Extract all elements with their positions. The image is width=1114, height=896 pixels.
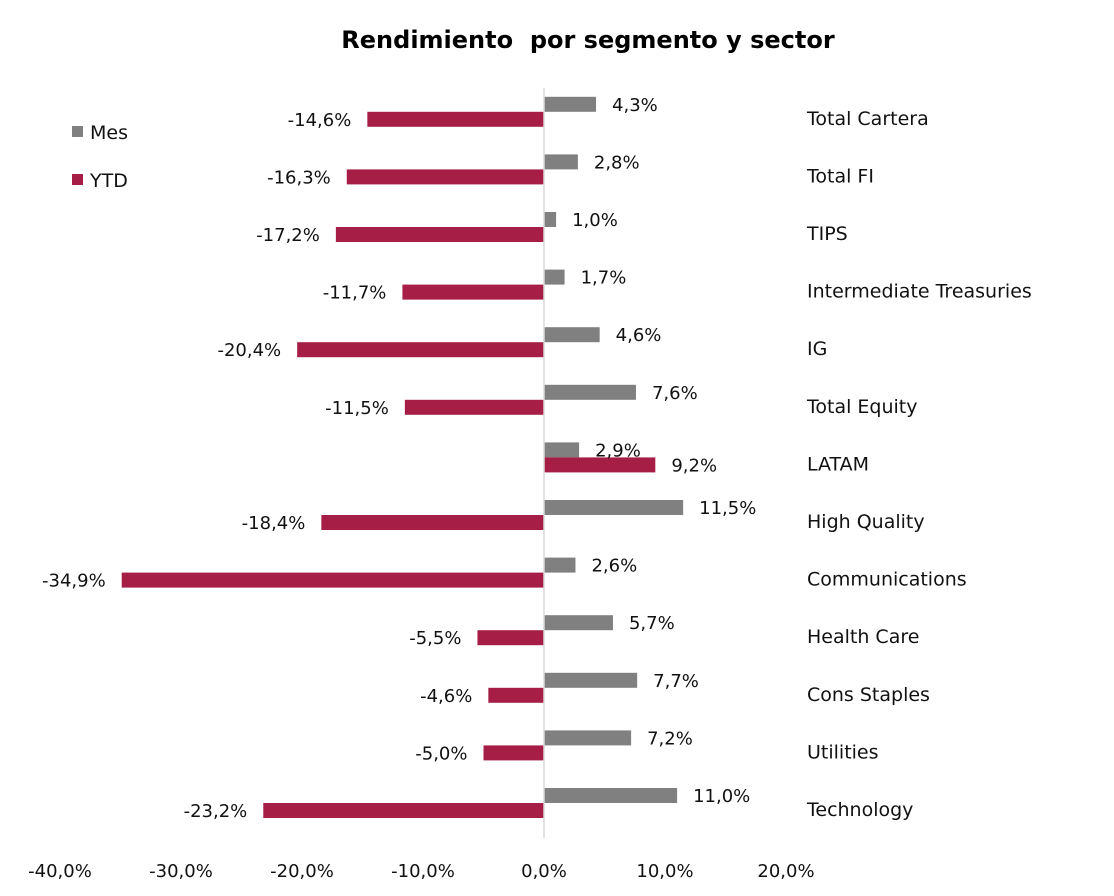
category-label: High Quality <box>807 511 925 533</box>
data-label-ytd: -16,3% <box>267 167 331 188</box>
data-label-mes: 2,9% <box>595 440 641 461</box>
bar-mes <box>544 500 684 515</box>
bar-ytd <box>483 745 544 761</box>
x-tick-label: 0,0% <box>521 861 567 882</box>
x-tick-label: -40,0% <box>28 861 92 882</box>
data-label-mes: 4,3% <box>612 95 658 116</box>
bar-ytd <box>404 399 544 415</box>
data-label-mes: 2,8% <box>594 152 640 173</box>
category-label: TIPS <box>806 223 848 245</box>
data-labels: 4,3% -14,6% 2,8% -16,3% 1,0% -17,2% 1,7% -11,7%… <box>42 95 756 822</box>
category-labels: Total Cartera Total FI TIPS Intermediate Tr… <box>806 108 1032 821</box>
bar-ytd <box>367 111 544 127</box>
data-label-mes: 1,7% <box>581 268 627 289</box>
data-label-mes: 2,6% <box>591 556 637 577</box>
category-label: Total Equity <box>806 396 918 418</box>
category-label: LATAM <box>807 453 869 475</box>
category-label: Total Cartera <box>806 108 929 130</box>
x-tick-label: -30,0% <box>149 861 213 882</box>
bar-ytd <box>544 457 656 473</box>
data-label-mes: 7,2% <box>647 728 693 749</box>
data-label-ytd: -5,0% <box>415 743 467 764</box>
data-label-ytd: -18,4% <box>242 513 306 534</box>
x-tick-label: 10,0% <box>636 861 693 882</box>
x-axis-ticks: -40,0% -30,0% -20,0% -10,0% 0,0% 10,0% 20,0% <box>28 861 814 882</box>
legend-swatch <box>72 174 83 185</box>
bar-ytd <box>321 515 544 530</box>
bar-mes <box>544 269 565 285</box>
category-label: Health Care <box>807 626 919 648</box>
bar-ytd <box>121 572 545 588</box>
bar-ytd <box>335 227 544 242</box>
bar-mes <box>544 557 576 573</box>
data-label-ytd: -17,2% <box>256 225 320 246</box>
legend-label: YTD <box>89 170 128 192</box>
x-tick-label: -20,0% <box>270 861 334 882</box>
data-label-mes: 4,6% <box>616 325 662 346</box>
data-label-ytd: -14,6% <box>288 110 352 131</box>
bars <box>121 96 684 818</box>
bar-ytd <box>346 169 544 185</box>
data-label-ytd: -5,5% <box>409 628 461 649</box>
x-tick-label: 20,0% <box>757 861 814 882</box>
bar-mes <box>544 788 678 803</box>
data-label-ytd: -11,5% <box>325 398 389 419</box>
chart-title: Rendimiento por segmento y sector <box>341 26 835 54</box>
bar-ytd <box>477 630 544 646</box>
data-label-mes: 11,5% <box>699 498 756 519</box>
bar-ytd <box>297 342 544 358</box>
data-label-ytd: -20,4% <box>217 340 281 361</box>
data-label-ytd: -23,2% <box>184 801 248 822</box>
bar-mes <box>544 384 636 400</box>
legend-label: Mes <box>90 122 128 144</box>
bar-mes <box>544 154 578 170</box>
category-label: IG <box>807 338 827 360</box>
bar-mes <box>544 212 557 227</box>
bar-mes <box>544 730 632 746</box>
bar-mes <box>544 327 600 343</box>
data-label-ytd: -4,6% <box>420 686 472 707</box>
category-label: Utilities <box>807 741 879 763</box>
bar-mes <box>544 615 613 631</box>
data-label-ytd: -11,7% <box>323 283 387 304</box>
category-label: Communications <box>807 569 967 591</box>
legend: Mes YTD <box>72 122 128 192</box>
category-label: Cons Staples <box>807 684 930 706</box>
data-label-ytd: 9,2% <box>671 455 717 476</box>
data-label-mes: 7,6% <box>652 383 698 404</box>
bar-mes <box>544 442 580 458</box>
category-label: Technology <box>806 799 913 821</box>
bar-ytd <box>263 803 544 818</box>
category-label: Intermediate Treasuries <box>807 281 1032 303</box>
bar-mes <box>544 96 597 112</box>
data-label-ytd: -34,9% <box>42 571 106 592</box>
data-label-mes: 1,0% <box>572 210 618 231</box>
bar-ytd <box>402 284 544 300</box>
legend-swatch <box>72 126 83 137</box>
data-label-mes: 7,7% <box>653 671 699 692</box>
data-label-mes: 5,7% <box>629 613 675 634</box>
bar-ytd <box>488 687 544 703</box>
bar-mes <box>544 672 638 688</box>
category-label: Total FI <box>806 165 874 187</box>
data-label-mes: 11,0% <box>693 786 750 807</box>
x-tick-label: -10,0% <box>391 861 455 882</box>
